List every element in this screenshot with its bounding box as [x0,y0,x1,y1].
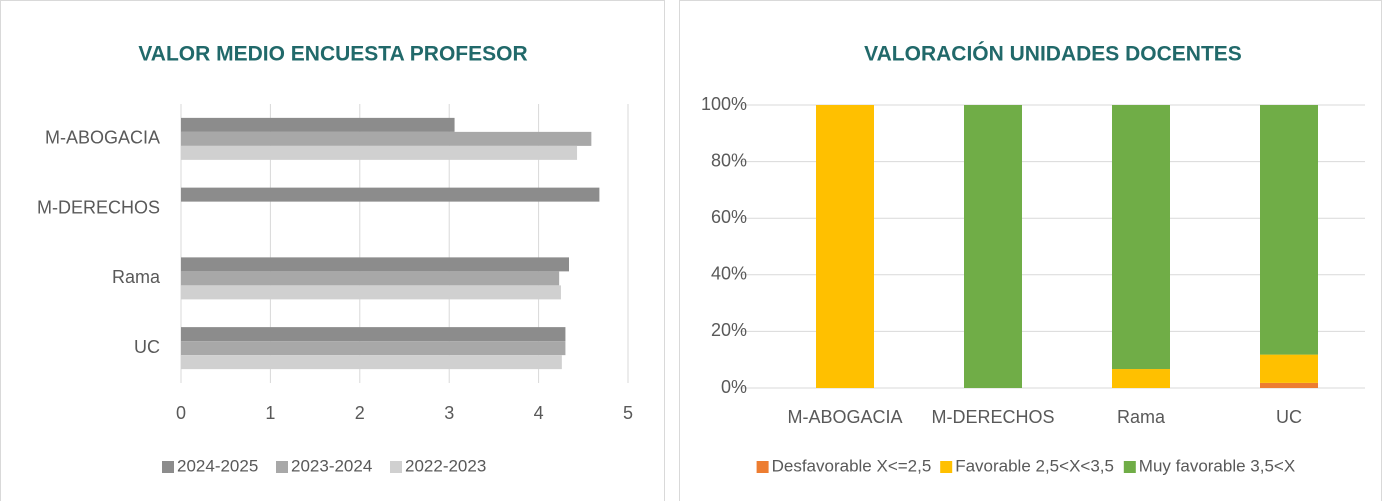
legend-label: 2024-2025 [177,456,258,475]
x-tick-label: Rama [1117,407,1166,427]
bar-segment [964,105,1022,388]
bar [181,285,561,300]
bar [181,341,566,356]
legend-label: 2022-2023 [405,456,486,475]
bar-segment [816,105,874,388]
legend-swatch [756,461,769,473]
x-tick-label: 1 [265,403,275,423]
y-tick-label: Rama [112,267,161,287]
bar-segment [1112,369,1170,388]
legend-label: Muy favorable 3,5<X [1139,456,1295,475]
x-tick-label: 5 [623,403,633,423]
bar [181,187,600,202]
legend-swatch [1123,461,1136,473]
legend-swatch [276,461,288,473]
x-tick-label: UC [1276,407,1302,427]
y-tick-label: 100% [701,94,747,114]
x-tick-label: M-ABOGACIA [787,407,902,427]
legend-swatch [162,461,174,473]
x-tick-label: 0 [176,403,186,423]
bar-segment [1260,105,1318,355]
chart-title: VALOR MEDIO ENCUESTA PROFESOR [138,43,527,66]
legend-label: Favorable 2,5<X<3,5 [955,456,1114,475]
bar-segment [1260,354,1318,383]
y-tick-label: 60% [711,207,747,227]
x-tick-label: 4 [534,403,544,423]
bar [181,257,569,272]
bar-segment [1112,105,1170,370]
bar [181,327,566,342]
chart-title: VALORACIÓN UNIDADES DOCENTES [864,42,1242,66]
bar [181,117,455,132]
legend-swatch [940,461,953,473]
bar [181,131,592,146]
y-tick-label: 20% [711,320,747,340]
y-tick-label: M-DERECHOS [37,197,160,217]
bar-segment [1260,382,1318,388]
bar [181,145,578,160]
x-tick-label: 2 [355,403,365,423]
y-tick-label: UC [134,337,160,357]
y-tick-label: 80% [711,150,747,170]
panel-left [0,0,665,501]
y-tick-label: 40% [711,264,747,284]
bar [181,355,562,370]
legend-swatch [390,461,402,473]
x-tick-label: 3 [444,403,454,423]
y-tick-label: M-ABOGACIA [45,128,160,148]
bar [181,271,560,286]
legend-label: 2023-2024 [291,456,372,475]
x-tick-label: M-DERECHOS [931,407,1054,427]
legend-label: Desfavorable X<=2,5 [772,456,932,475]
y-tick-label: 0% [721,377,747,397]
